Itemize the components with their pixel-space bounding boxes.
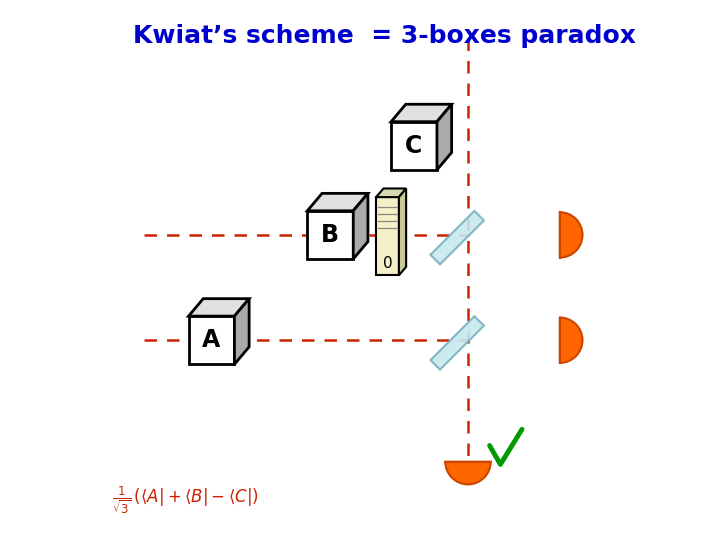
- Text: Kwiat’s scheme  = 3-boxes paradox: Kwiat’s scheme = 3-boxes paradox: [133, 24, 636, 48]
- Text: C: C: [405, 134, 423, 158]
- Polygon shape: [437, 104, 451, 170]
- Wedge shape: [560, 212, 582, 258]
- Polygon shape: [391, 122, 437, 170]
- Polygon shape: [235, 299, 249, 364]
- Polygon shape: [189, 316, 235, 364]
- Polygon shape: [376, 188, 406, 197]
- Text: A: A: [202, 328, 220, 352]
- Polygon shape: [399, 188, 406, 275]
- Polygon shape: [307, 211, 354, 259]
- Polygon shape: [376, 197, 399, 275]
- Text: B: B: [321, 223, 339, 247]
- Polygon shape: [189, 299, 249, 316]
- Polygon shape: [391, 104, 451, 122]
- Wedge shape: [445, 462, 491, 484]
- Polygon shape: [431, 316, 484, 369]
- Polygon shape: [307, 193, 368, 211]
- Text: 0: 0: [383, 256, 392, 271]
- Text: $\frac{1}{\sqrt{3}}\,(\langle A| + \langle B| - \langle C|)$: $\frac{1}{\sqrt{3}}\,(\langle A| + \lang…: [112, 484, 258, 516]
- Polygon shape: [431, 211, 484, 264]
- Wedge shape: [560, 318, 582, 363]
- Polygon shape: [354, 193, 368, 259]
